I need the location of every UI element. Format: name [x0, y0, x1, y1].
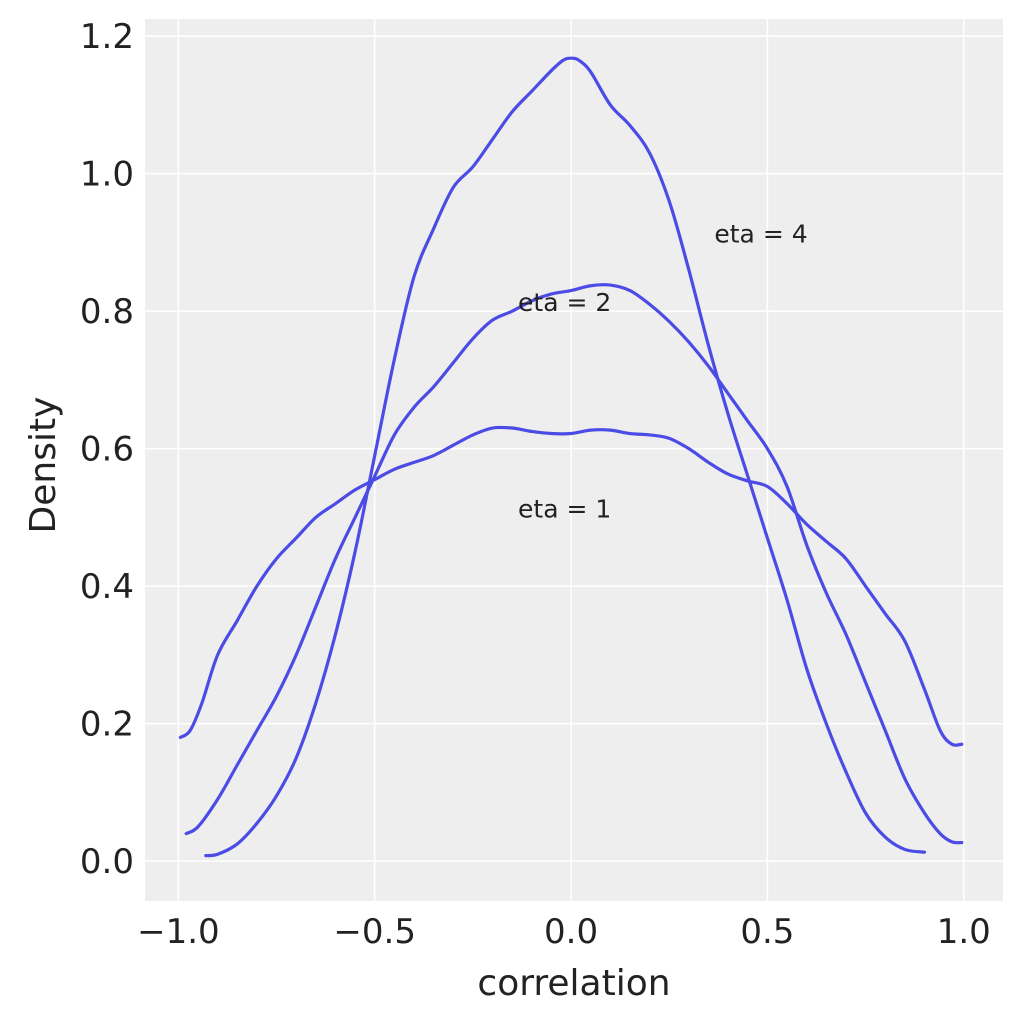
x-tick-label-3: 0.5	[740, 912, 794, 952]
x-tick-label-2: 0.0	[544, 912, 598, 952]
annotation-1: eta = 1	[518, 494, 611, 523]
curve-annotations: eta = 1 eta = 2 eta = 4	[518, 219, 808, 523]
y-tick-label-0: 0.0	[80, 842, 134, 882]
x-tick-label-1: −0.5	[333, 912, 416, 952]
x-tick-label-4: 1.0	[937, 912, 991, 952]
annotation-2: eta = 2	[518, 288, 611, 317]
annotation-3: eta = 4	[714, 219, 807, 248]
y-tick-label-5: 1.0	[80, 155, 134, 195]
grid-lines	[145, 19, 1003, 901]
y-tick-label-4: 0.8	[80, 292, 134, 332]
y-axis-label: Density	[23, 397, 64, 534]
y-tick-label-2: 0.4	[80, 567, 134, 607]
density-curve-1	[178, 425, 964, 747]
x-axis-label: correlation	[477, 963, 670, 1004]
y-tick-labels: 0.0 0.2 0.4 0.6 0.8 1.0 1.2	[80, 17, 134, 882]
density-curve-2	[184, 283, 964, 845]
y-tick-label-1: 0.2	[80, 705, 134, 745]
y-tick-label-6: 1.2	[80, 17, 134, 57]
density-curve-3	[204, 56, 927, 858]
density-curves	[178, 56, 964, 858]
x-tick-labels: −1.0 −0.5 0.0 0.5 1.0	[137, 912, 991, 952]
y-tick-label-3: 0.6	[80, 430, 134, 470]
x-tick-label-0: −1.0	[137, 912, 220, 952]
plot-background	[145, 19, 1003, 901]
